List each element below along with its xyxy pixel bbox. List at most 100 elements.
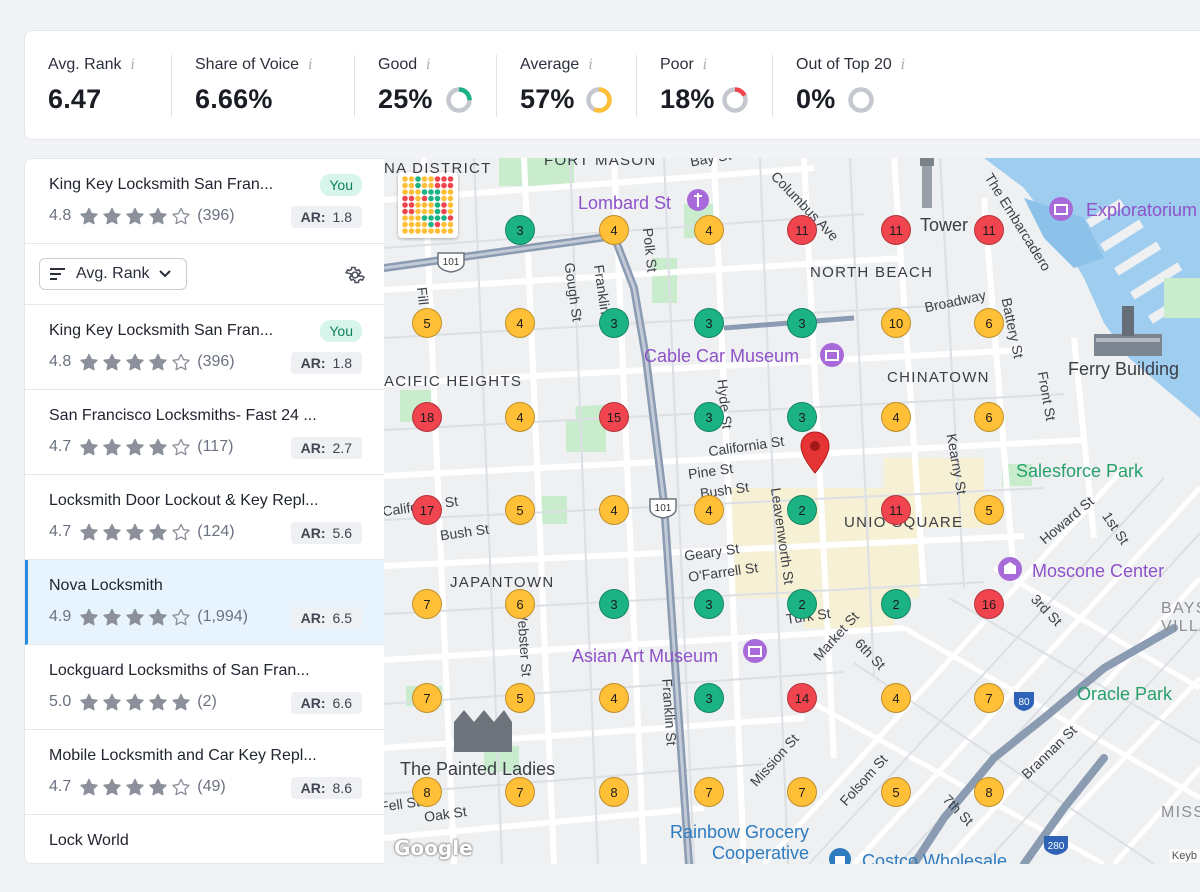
map-poi-label[interactable]: Salesforce Park — [1016, 461, 1144, 481]
map-poi-label[interactable]: Tower — [920, 215, 969, 235]
rank-pin[interactable]: 7 — [412, 589, 442, 619]
info-icon[interactable]: i — [130, 57, 136, 73]
business-name: Mobile Locksmith and Car Key Repl... — [49, 747, 317, 764]
business-list-item[interactable]: Locksmith Door Lockout & Key Repl... 4.7 (… — [25, 475, 384, 560]
rank-pin[interactable]: 8 — [412, 777, 442, 807]
heatmap-dot — [428, 208, 434, 215]
rank-pin[interactable]: 3 — [599, 308, 629, 338]
rank-pin[interactable]: 7 — [694, 777, 724, 807]
business-list-item[interactable]: Lock World — [25, 815, 384, 864]
map-poi-label[interactable]: Costco Wholesale — [862, 851, 1008, 864]
rank-pin[interactable]: 4 — [694, 215, 724, 245]
info-icon[interactable]: i — [900, 57, 906, 73]
map-poi-label[interactable]: Ferry Building — [1068, 359, 1180, 379]
rank-pin[interactable]: 11 — [881, 495, 911, 525]
rank-pin[interactable]: 2 — [881, 589, 911, 619]
star-rating — [79, 353, 194, 371]
rank-pin[interactable]: 5 — [412, 308, 442, 338]
rank-pin[interactable]: 3 — [694, 308, 724, 338]
heatmap-thumbnail[interactable] — [398, 172, 458, 238]
rank-pin[interactable]: 10 — [881, 308, 911, 338]
pinned-business-card[interactable]: King Key Locksmith San Fran... You 4.8 (… — [25, 159, 384, 244]
map-poi-label[interactable]: Exploratorium — [1086, 200, 1198, 220]
rank-pin[interactable]: 11 — [974, 215, 1004, 245]
rank-pin[interactable]: 3 — [599, 589, 629, 619]
rank-pin[interactable]: 3 — [694, 683, 724, 713]
map-poi-label[interactable]: Moscone Center — [1032, 561, 1165, 581]
star-filled-icon — [149, 863, 169, 864]
divider — [636, 55, 637, 117]
map-poi-label[interactable]: Cable Car Museum — [644, 346, 800, 366]
info-icon[interactable]: i — [426, 57, 431, 73]
museum-icon[interactable] — [1048, 196, 1074, 222]
rank-pin[interactable]: 3 — [694, 589, 724, 619]
rank-pin[interactable]: 8 — [974, 777, 1004, 807]
map-attribution[interactable]: Keyb — [1168, 849, 1200, 863]
rank-pin[interactable]: 4 — [599, 215, 629, 245]
rank-pin[interactable]: 4 — [505, 402, 535, 432]
rank-pin[interactable]: 5 — [505, 495, 535, 525]
map-label-neighborhood: JAPANTOWN — [450, 574, 555, 591]
map-poi-label[interactable]: Lombard St — [578, 193, 672, 213]
business-list-item[interactable]: San Francisco Locksmiths- Fast 24 ... 4.7… — [25, 390, 384, 475]
star-filled-icon — [103, 608, 121, 626]
rank-pin[interactable]: 3 — [694, 402, 724, 432]
rank-pin[interactable]: 7 — [412, 683, 442, 713]
info-icon[interactable]: i — [308, 57, 313, 73]
map-poi-label[interactable]: Oracle Park — [1077, 684, 1173, 704]
map-poi-label[interactable]: The Painted Ladies — [400, 759, 556, 779]
rank-pin[interactable]: 7 — [787, 777, 817, 807]
landmark-pin-icon[interactable] — [686, 188, 710, 212]
rank-pin[interactable]: 4 — [599, 495, 629, 525]
rank-pin[interactable]: 4 — [881, 683, 911, 713]
rank-pin[interactable]: 14 — [787, 683, 817, 713]
gear-icon[interactable] — [345, 265, 365, 285]
rank-pin[interactable]: 4 — [881, 402, 911, 432]
info-icon[interactable]: i — [588, 57, 593, 73]
star-filled-icon — [126, 863, 146, 864]
info-icon[interactable]: i — [702, 57, 708, 73]
rank-pin[interactable]: 6 — [974, 402, 1004, 432]
museum-icon[interactable] — [819, 342, 845, 368]
business-list-item[interactable]: Lockguard Locksmiths of San Fran... 5.0 (2… — [25, 645, 384, 730]
rank-pin[interactable]: 11 — [881, 215, 911, 245]
rank-pin[interactable]: 4 — [599, 683, 629, 713]
business-list-item[interactable]: King Key Locksmith San Fran... You 4.8 (396… — [25, 305, 384, 390]
rank-pin[interactable]: 17 — [412, 495, 442, 525]
rank-pin[interactable]: 6 — [974, 308, 1004, 338]
rank-pin[interactable]: 5 — [881, 777, 911, 807]
convention-center-icon[interactable] — [997, 556, 1023, 582]
business-location-pin-icon[interactable] — [800, 431, 830, 475]
rank-pin[interactable]: 8 — [599, 777, 629, 807]
star-filled-icon — [103, 353, 121, 371]
rank-pin[interactable]: 4 — [505, 308, 535, 338]
rank-pin[interactable]: 3 — [787, 402, 817, 432]
rank-pin[interactable]: 2 — [787, 589, 817, 619]
map-poi-label[interactable]: Rainbow Grocery — [670, 822, 810, 842]
rank-pin[interactable]: 18 — [412, 402, 442, 432]
rank-pin[interactable]: 7 — [505, 777, 535, 807]
rank-grid-map[interactable]: NA DISTRICT FORT MASON NORTH BEACH ACIFI… — [384, 158, 1200, 864]
ferry-building-icon — [1094, 306, 1162, 356]
map-poi-label[interactable]: Cooperative — [712, 843, 810, 863]
shopping-icon[interactable] — [828, 847, 852, 864]
museum-icon[interactable] — [742, 638, 768, 664]
rating-value: 4.7 — [49, 778, 72, 795]
rank-pin[interactable]: 2 — [787, 495, 817, 525]
rank-pin[interactable]: 15 — [599, 402, 629, 432]
star-filled-icon — [103, 778, 121, 796]
sort-dropdown[interactable]: Avg. Rank — [39, 258, 187, 290]
rank-pin[interactable]: 11 — [787, 215, 817, 245]
business-list-item[interactable]: Mobile Locksmith and Car Key Repl... 4.7 (… — [25, 730, 384, 815]
rank-pin[interactable]: 3 — [505, 215, 535, 245]
rank-pin[interactable]: 6 — [505, 589, 535, 619]
map-poi-label[interactable]: Asian Art Museum — [572, 646, 719, 666]
rank-pin[interactable]: 3 — [787, 308, 817, 338]
rank-pin[interactable]: 5 — [974, 495, 1004, 525]
business-list-item[interactable]: Nova Locksmith 4.9 (1,994) AR: 6.5 — [25, 560, 384, 645]
rank-pin[interactable]: 7 — [974, 683, 1004, 713]
rank-pin[interactable]: 16 — [974, 589, 1004, 619]
rank-pin[interactable]: 5 — [505, 683, 535, 713]
rank-pin[interactable]: 4 — [694, 495, 724, 525]
painted-ladies-icon — [454, 710, 512, 752]
